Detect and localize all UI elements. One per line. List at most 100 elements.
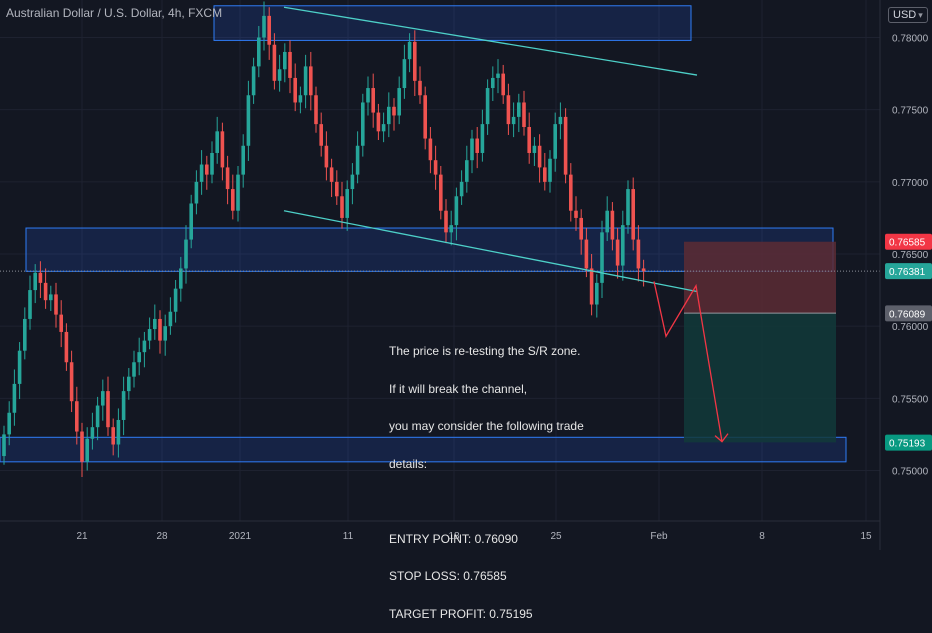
candle-body	[397, 88, 401, 116]
candles-layer	[2, 1, 646, 477]
candle-body	[184, 239, 188, 269]
candle-body	[407, 41, 412, 60]
candle-body	[376, 112, 381, 132]
candle-body	[537, 145, 542, 168]
candle-body	[584, 239, 589, 269]
candle-body	[506, 95, 511, 125]
candle-body	[205, 164, 209, 175]
price-label-text: 0.76381	[889, 267, 926, 278]
annotation-line: you may consider the following trade	[389, 419, 584, 433]
trade-annotation: The price is re-testing the S/R zone. If…	[389, 320, 584, 633]
candle-body	[116, 419, 121, 445]
price-chart[interactable]: 0.75000 0.75500 0.76000 0.76500 0.77000 0.775…	[0, 0, 932, 550]
candle-body	[428, 138, 433, 161]
candle-body	[319, 124, 323, 146]
candle-body	[158, 318, 162, 341]
x-tick-label: 8	[759, 531, 765, 542]
candle-body	[111, 427, 115, 445]
candle-body	[277, 69, 282, 81]
candle-body	[80, 431, 84, 462]
projection-arrow-head	[714, 433, 729, 443]
candle-body	[49, 294, 53, 301]
candle-body	[127, 376, 131, 392]
candle-body	[329, 167, 334, 182]
candle-body	[574, 210, 578, 218]
y-tick-label: 0.76000	[892, 322, 929, 333]
candle-body	[241, 145, 245, 175]
candle-body	[220, 131, 225, 168]
candle-body	[522, 102, 526, 128]
price-label-text: 0.76585	[889, 238, 926, 249]
candle-body	[121, 391, 126, 420]
candle-body	[236, 174, 240, 211]
channel-lower-line	[283, 210, 698, 293]
channel-upper-line	[283, 6, 698, 76]
candle-body	[579, 217, 583, 240]
projection-path	[653, 281, 723, 442]
candle-body	[210, 152, 214, 175]
price-label-text: 0.76089	[889, 309, 926, 320]
candle-body	[532, 145, 537, 153]
candle-body	[283, 51, 287, 70]
annotation-line: The price is re-testing the S/R zone.	[389, 344, 581, 358]
candle-body	[69, 362, 74, 402]
candle-body	[454, 196, 459, 226]
candle-body	[298, 95, 303, 103]
y-tick-label: 0.78000	[892, 34, 929, 45]
price-label-current-price	[885, 263, 932, 280]
candle-body	[231, 189, 235, 211]
candle-body	[563, 116, 568, 175]
candle-body	[459, 181, 464, 197]
candle-body	[85, 438, 89, 462]
currency-label: USD	[893, 9, 917, 21]
candle-body	[449, 225, 453, 233]
candle-body	[288, 51, 292, 78]
currency-selector[interactable]: USD ▾	[888, 7, 928, 23]
candle-body	[179, 268, 183, 289]
candle-body	[54, 294, 58, 315]
candle-body	[475, 138, 479, 153]
candle-body	[137, 352, 141, 363]
candle-body	[101, 391, 105, 406]
candle-body	[610, 210, 615, 240]
candle-body	[303, 66, 308, 96]
candle-body	[423, 95, 427, 139]
candle-body	[548, 158, 552, 182]
candle-body	[28, 290, 32, 319]
price-label-entry	[885, 305, 932, 322]
candle-body	[366, 88, 370, 103]
candle-body	[168, 311, 173, 327]
candle-body	[142, 340, 147, 353]
candle-body	[595, 282, 599, 305]
target-zone	[684, 313, 836, 443]
overlays-layer	[0, 6, 880, 443]
candle-body	[314, 95, 318, 125]
candle-body	[153, 318, 157, 330]
candle-body	[262, 15, 266, 38]
candle-body	[558, 116, 563, 125]
candle-body	[257, 37, 261, 67]
annotation-line: If it will break the channel,	[389, 381, 528, 396]
candle-body	[470, 138, 474, 161]
x-tick-label: Feb	[650, 531, 668, 542]
candle-body	[33, 272, 37, 291]
candle-body	[335, 181, 339, 197]
candle-body	[496, 73, 500, 78]
candle-body	[173, 288, 178, 312]
candle-body	[293, 77, 297, 103]
candle-body	[23, 318, 27, 351]
candle-body	[272, 44, 277, 81]
candle-body	[491, 77, 495, 89]
chevron-down-icon: ▾	[918, 9, 923, 20]
candle-body	[340, 196, 344, 218]
price-label-stop-loss	[885, 233, 932, 250]
candle-body	[444, 210, 448, 233]
candle-body	[345, 189, 349, 218]
candle-body	[189, 203, 193, 240]
y-tick-label: 0.76500	[892, 250, 929, 261]
candle-body	[413, 41, 417, 81]
candle-body	[12, 383, 17, 413]
candle-body	[501, 73, 505, 96]
x-tick-label: 18	[448, 531, 460, 542]
candle-body	[480, 124, 485, 153]
